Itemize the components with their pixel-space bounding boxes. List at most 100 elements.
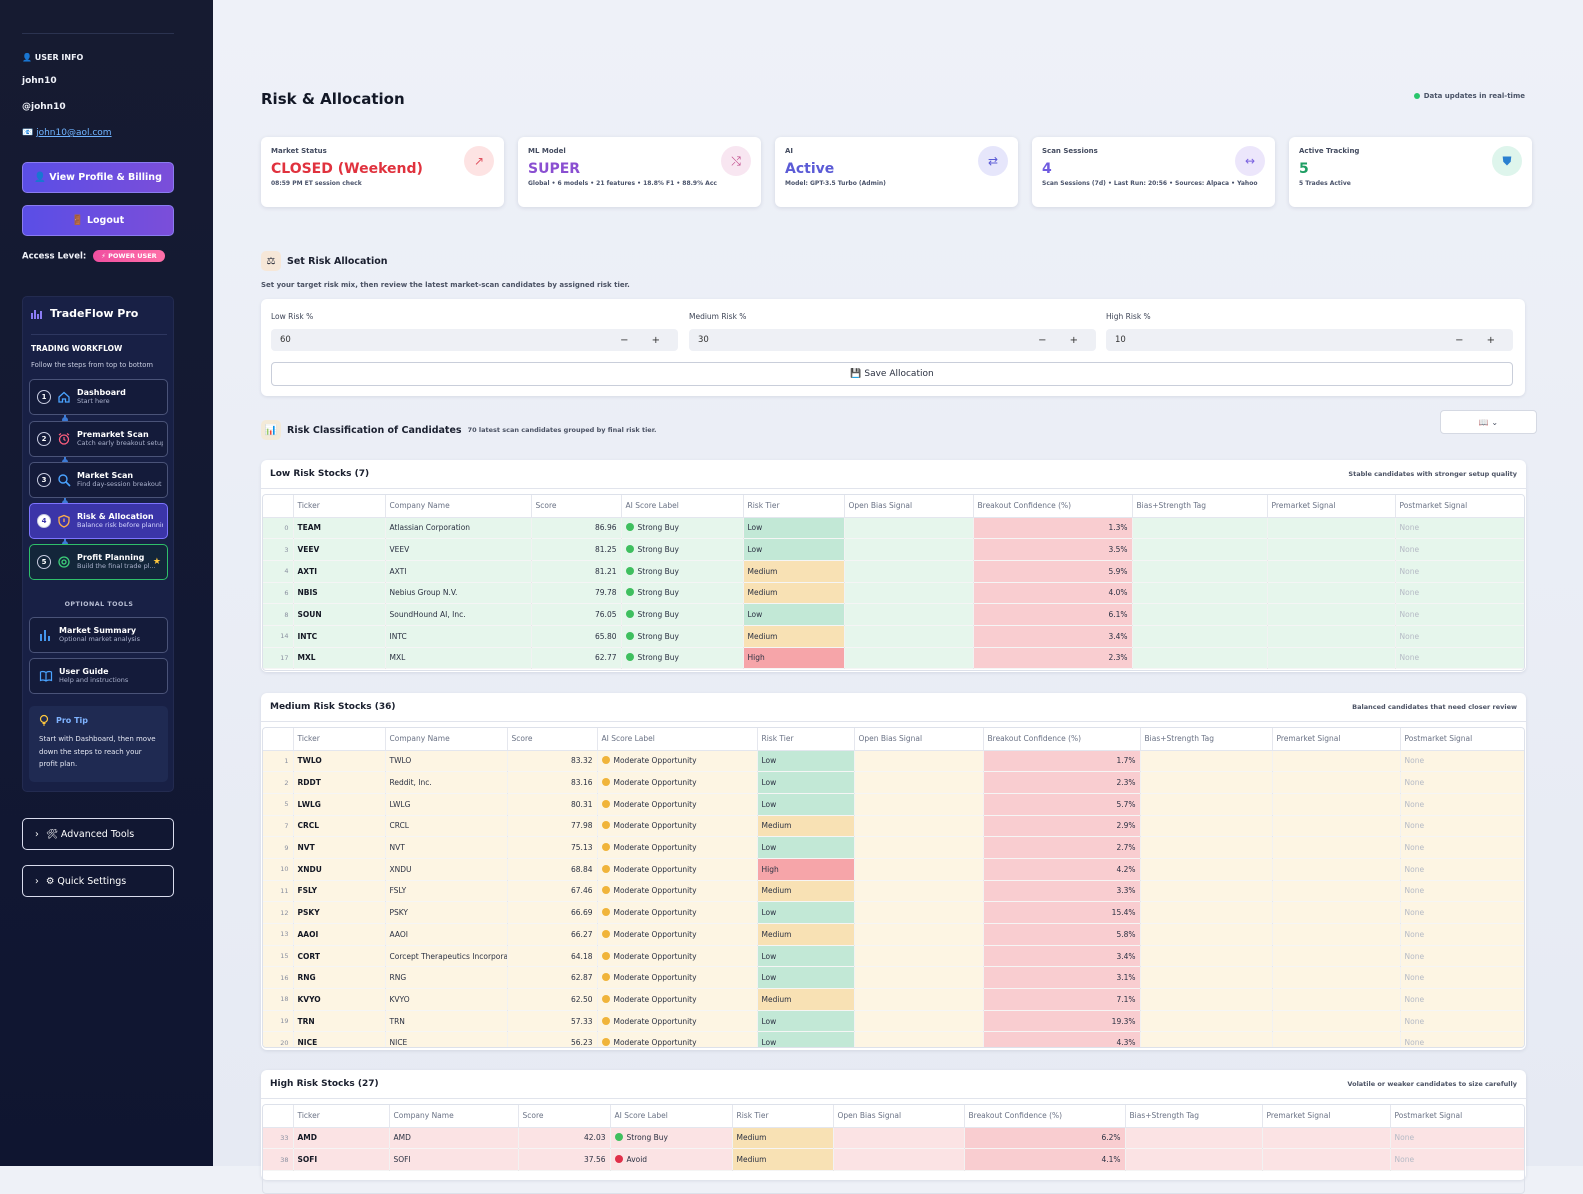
column-header[interactable]: Score (518, 1105, 611, 1128)
column-header[interactable]: Risk Tier (732, 1105, 834, 1128)
step-title: Profit Planning (77, 553, 145, 562)
column-header[interactable]: Open Bias Signal (844, 495, 974, 518)
column-header[interactable]: Premarket Signal (1272, 728, 1401, 751)
company-name: Atlassian Corporation (385, 517, 532, 540)
status-dot-icon (601, 951, 610, 960)
quick-settings-expander[interactable]: › ⚙ Quick Settings (22, 865, 174, 897)
table-row[interactable]: 12 PSKY PSKY 66.69 Moderate Opportunity Low 15… (263, 901, 1524, 924)
company-name: NVT (385, 836, 508, 859)
column-header[interactable]: AI Score Label (610, 1105, 733, 1128)
open-bias-signal (854, 836, 984, 859)
company-name: RNG (385, 966, 508, 990)
stepper-buttons[interactable]: − + (620, 334, 670, 346)
column-header[interactable]: Breakout Confidence (%) (973, 495, 1133, 518)
table-row[interactable]: 18 KVYO KVYO 62.50 Moderate Opportunity Mediu… (263, 988, 1524, 1011)
column-header[interactable]: Ticker (293, 728, 386, 751)
column-header[interactable]: Company Name (385, 728, 508, 751)
card-value: CLOSED (Weekend) (271, 161, 423, 177)
table-row[interactable]: 38 SOFI SOFI 37.56 Avoid Medium 4.1% None (263, 1148, 1524, 1171)
risk-tier: Low (757, 750, 855, 773)
table-row[interactable]: 10 XNDU XNDU 68.84 Moderate Opportunity High 4… (263, 858, 1524, 881)
column-header[interactable]: Ticker (293, 1105, 390, 1128)
view-toggle-select[interactable]: 📖 ⌄ (1440, 410, 1537, 434)
table-row[interactable]: 7 CRCL CRCL 77.98 Moderate Opportunity Medium… (263, 815, 1524, 838)
table-row[interactable]: 17 MXL MXL 62.77 Strong Buy High 2.3% None (263, 647, 1524, 670)
table-row[interactable]: 14 INTC INTC 65.80 Strong Buy Medium 3.4% None (263, 625, 1524, 648)
workflow-step-risk-allocation[interactable]: 4 Risk & Allocation Balance risk before p… (29, 503, 168, 539)
ticker: XNDU (293, 858, 386, 881)
column-header[interactable]: Postmarket Signal (1400, 728, 1524, 751)
column-header[interactable]: Premarket Signal (1267, 495, 1396, 518)
column-header[interactable]: Open Bias Signal (833, 1105, 965, 1128)
view-profile-button[interactable]: 👤 View Profile & Billing (22, 162, 174, 193)
table-row[interactable]: 20 NICE NICE 56.23 Moderate Opportunity Low 4.… (263, 1031, 1524, 1047)
score: 64.18 (507, 945, 598, 968)
stepper-buttons[interactable]: − + (1038, 334, 1088, 346)
table-row[interactable]: 3 VEEV VEEV 81.25 Strong Buy Low 3.5% None (263, 538, 1524, 561)
table-row[interactable]: 8 SOUN SoundHound AI, Inc. 76.05 Strong Buy L… (263, 603, 1524, 626)
table-row[interactable]: 11 FSLY FSLY 67.46 Moderate Opportunity Mediu… (263, 880, 1524, 903)
row-index: 16 (263, 966, 294, 990)
table-row[interactable]: 19 TRN TRN 57.33 Moderate Opportunity Low 19.3… (263, 1010, 1524, 1033)
column-header[interactable]: Bias+Strength Tag (1132, 495, 1268, 518)
step-subtitle: Start here (77, 397, 110, 405)
high-risk-input[interactable]: 10 − + (1106, 329, 1513, 351)
score: 37.56 (518, 1148, 611, 1171)
save-allocation-button[interactable]: 💾 Save Allocation (271, 362, 1513, 386)
table-row[interactable]: 4 AXTI AXTI 81.21 Strong Buy Medium 5.9% None (263, 560, 1524, 583)
premarket-signal (1267, 538, 1396, 561)
table-row[interactable]: 0 TEAM Atlassian Corporation 86.96 Strong Bu… (263, 517, 1524, 540)
column-header[interactable]: Bias+Strength Tag (1140, 728, 1273, 751)
column-header[interactable]: Company Name (385, 495, 532, 518)
column-header[interactable]: Risk Tier (757, 728, 855, 751)
column-header[interactable]: AI Score Label (621, 495, 744, 518)
stepper-buttons[interactable]: − + (1455, 334, 1505, 346)
brand[interactable]: TradeFlow Pro (31, 307, 138, 320)
workflow-step-profit-planning[interactable]: 5 Profit Planning Build the final trade p… (29, 544, 168, 580)
table-row[interactable]: 16 RNG RNG 62.87 Moderate Opportunity Low 3.1%… (263, 966, 1524, 990)
advanced-tools-expander[interactable]: › 🛠 Advanced Tools (22, 818, 174, 850)
optional-user-guide[interactable]: User Guide Help and instructions (29, 658, 168, 694)
column-header[interactable]: Risk Tier (743, 495, 845, 518)
column-header[interactable] (263, 1105, 294, 1128)
workflow-step-market-scan[interactable]: 3 Market Scan Find day-session breakout .… (29, 462, 168, 498)
open-bias-signal (854, 966, 984, 990)
column-header[interactable]: Company Name (389, 1105, 519, 1128)
table-row[interactable]: 1 TWLO TWLO 83.32 Moderate Opportunity Low 1.7… (263, 750, 1524, 773)
table-row[interactable]: 6 NBIS Nebius Group N.V. 79.78 Strong Buy Med… (263, 582, 1524, 605)
column-header[interactable]: Score (507, 728, 598, 751)
status-card: Scan Sessions 4 Scan Sessions (7d) • Last … (1032, 137, 1275, 207)
column-header[interactable]: Breakout Confidence (%) (964, 1105, 1126, 1128)
table-row[interactable]: 5 LWLG LWLG 80.31 Moderate Opportunity Low 5.7… (263, 793, 1524, 816)
ai-score-label: Moderate Opportunity (597, 858, 758, 881)
table-row[interactable]: 15 CORT Corcept Therapeutics Incorporat 64.… (263, 945, 1524, 968)
column-header[interactable]: Open Bias Signal (854, 728, 984, 751)
table-row[interactable]: 2 RDDT Reddit, Inc. 83.16 Moderate Opportuni… (263, 771, 1524, 794)
table-row[interactable]: 13 AAOI AAOI 66.27 Moderate Opportunity Mediu… (263, 923, 1524, 946)
workflow-step-premarket-scan[interactable]: 2 Premarket Scan Catch early breakout set… (29, 421, 168, 457)
optional-market-summary[interactable]: Market Summary Optional market analysis (29, 617, 168, 653)
column-header[interactable]: Breakout Confidence (%) (983, 728, 1141, 751)
email-link[interactable]: john10@aol.com (36, 128, 112, 138)
table-header-row: Ticker Company Name Score AI Score Label Ris… (263, 728, 1524, 751)
column-header[interactable]: Bias+Strength Tag (1125, 1105, 1263, 1128)
column-header[interactable]: Ticker (293, 495, 386, 518)
column-header[interactable] (263, 728, 294, 751)
column-header[interactable]: Score (531, 495, 622, 518)
table-header-row: Ticker Company Name Score AI Score Label Ris… (263, 495, 1524, 518)
column-header[interactable]: Postmarket Signal (1390, 1105, 1524, 1128)
low-risk-input[interactable]: 60 − + (271, 329, 678, 351)
workflow-step-dashboard[interactable]: 1 Dashboard Start here (29, 379, 168, 415)
step-title: Risk & Allocation (77, 512, 154, 521)
medium-risk-input[interactable]: 30 − + (689, 329, 1096, 351)
table-row[interactable]: 9 NVT NVT 75.13 Moderate Opportunity Low 2.7% N… (263, 836, 1524, 859)
score: 77.98 (507, 815, 598, 838)
column-header[interactable]: AI Score Label (597, 728, 758, 751)
logout-button[interactable]: 🚪 Logout (22, 205, 174, 236)
table-row[interactable]: 33 AMD AMD 42.03 Strong Buy Medium 6.2% None (263, 1127, 1524, 1150)
risk-tier: Medium (757, 815, 855, 838)
column-header[interactable] (263, 495, 294, 518)
column-header[interactable]: Postmarket Signal (1395, 495, 1524, 518)
column-header[interactable]: Premarket Signal (1262, 1105, 1391, 1128)
bar-chart-icon: 📊 (261, 420, 281, 440)
